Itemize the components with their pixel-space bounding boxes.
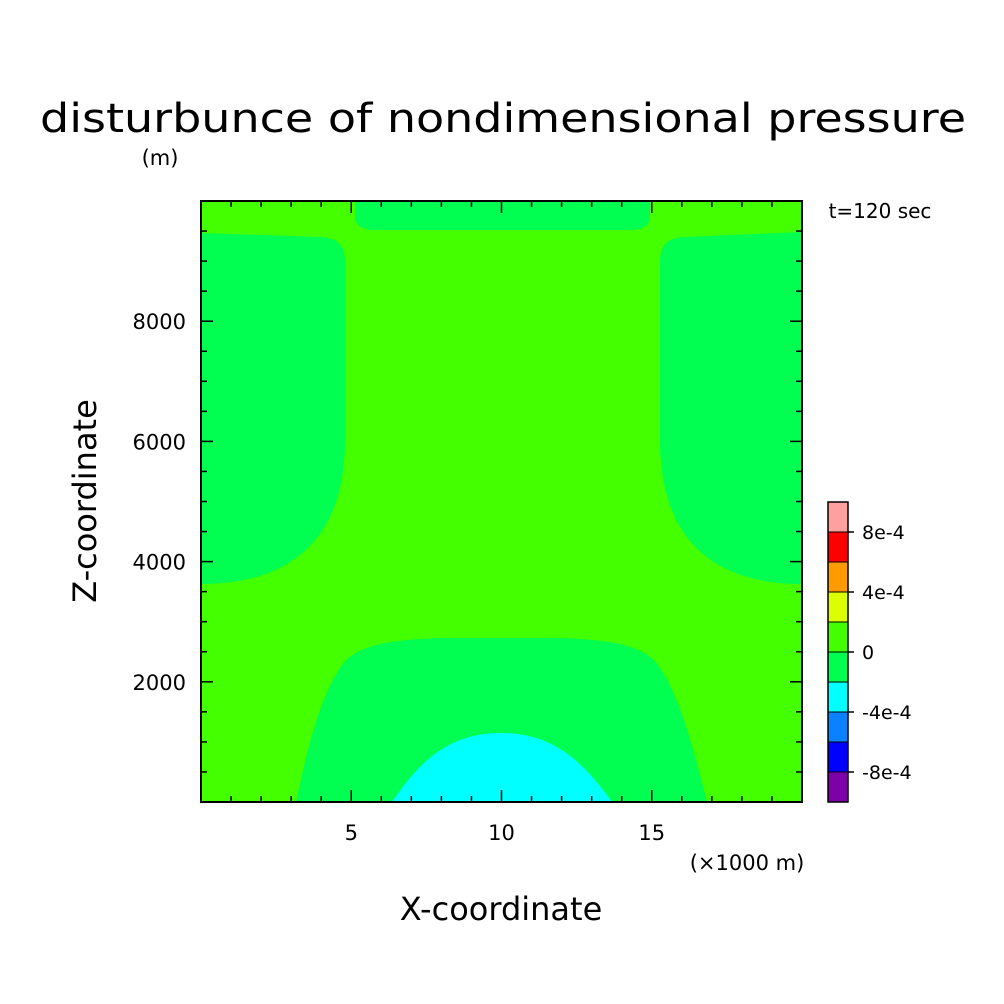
colorbar-swatch	[828, 772, 848, 802]
y-unit-label: (m)	[142, 146, 179, 170]
x-tick-label: 5	[345, 821, 358, 845]
chart-title: disturbunce of nondimensional pressure	[40, 96, 966, 142]
y-ticks: 2000 4000 6000 8000	[133, 230, 802, 773]
colorbar-tick-label: -8e-4	[862, 762, 912, 784]
y-tick-label: 8000	[133, 310, 186, 334]
colorbar-tick-label: 0	[862, 642, 874, 664]
contour-lower-dome	[296, 638, 707, 802]
colorbar-swatch	[828, 652, 848, 682]
plot-area: 5 10 15 2000 4000 6000 8000	[133, 200, 803, 845]
colorbar-swatch	[828, 682, 848, 712]
colorbar-swatch	[828, 502, 848, 532]
contour-top-lobe	[355, 201, 650, 230]
y-axis-label: Z-coordinate	[66, 399, 104, 603]
y-tick-label: 4000	[133, 551, 186, 575]
contour-right-lobe	[660, 232, 802, 584]
contour-bottom-cyan	[392, 733, 612, 802]
y-tick-label: 6000	[133, 430, 186, 454]
colorbar-swatch	[828, 712, 848, 742]
x-axis-label: X-coordinate	[400, 890, 603, 928]
x-unit-label: (×1000 m)	[690, 851, 805, 875]
colorbar-swatch	[828, 742, 848, 772]
x-tick-label: 10	[488, 821, 515, 845]
y-tick-label: 2000	[133, 671, 186, 695]
colorbar-swatch	[828, 562, 848, 592]
colorbar-swatch	[828, 532, 848, 562]
colorbar-swatch	[828, 592, 848, 622]
x-tick-label: 15	[638, 821, 665, 845]
colorbar-tick-label: 8e-4	[862, 522, 905, 544]
colorbar-swatch	[828, 622, 848, 652]
colorbar-tick-label: -4e-4	[862, 702, 912, 724]
contour-left-lobe	[201, 233, 345, 584]
colorbar-tick-label: 4e-4	[862, 582, 905, 604]
x-ticks: 5 10 15	[230, 201, 773, 845]
colorbar: 8e-4 4e-4 0 -4e-4 -8e-4	[827, 501, 912, 803]
time-annotation: t=120 sec	[829, 199, 932, 223]
